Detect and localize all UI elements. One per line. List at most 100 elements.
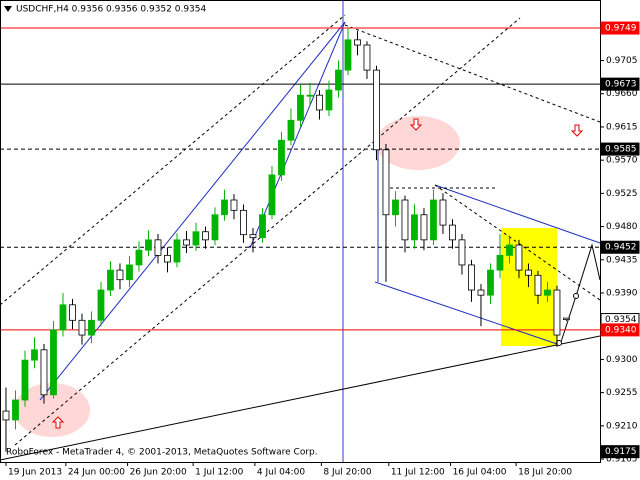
arrows: [51, 118, 584, 429]
level-label: 0.9175: [605, 447, 637, 457]
y-tick-label: 0.9390: [606, 288, 638, 298]
candle-body: [97, 289, 105, 321]
level-label: 0.9749: [605, 24, 637, 34]
candle-body: [458, 239, 466, 266]
candle-body: [382, 149, 390, 216]
candle-body: [344, 39, 352, 71]
level-box: [600, 240, 640, 254]
candle-body: [335, 69, 342, 91]
candle-body: [439, 199, 447, 226]
candle-body: [116, 269, 124, 281]
candle-body: [468, 264, 475, 291]
candle-body: [268, 174, 276, 216]
x-tick-label: 11 Jul 12:00: [391, 468, 445, 478]
candle-body: [21, 359, 29, 401]
y-tick-label: 0.9525: [606, 189, 638, 199]
candle-body: [297, 94, 304, 121]
y-tick-label: 0.9300: [606, 355, 638, 365]
candle-body: [12, 399, 19, 421]
x-tick-label: 8 Jul 20:00: [323, 468, 372, 478]
copyright: RoboForex - MetaTrader 4, © 2001-2013, M…: [6, 448, 318, 458]
level-box: [600, 323, 640, 337]
up-arrow: [51, 416, 65, 429]
candle-body: [325, 89, 333, 111]
level-box: [600, 445, 640, 459]
candle-body: [59, 304, 67, 331]
y-tick-label: 0.9255: [606, 388, 638, 398]
candle-body: [259, 214, 266, 239]
y-tick-label: 0.9435: [606, 255, 638, 265]
candle-body: [173, 239, 181, 263]
candle-body: [287, 119, 295, 141]
x-tick-label: 26 Jun 20:00: [130, 468, 187, 478]
x-tick-label: 18 Jul 20:00: [518, 468, 572, 478]
candle-body: [78, 319, 86, 336]
y-tick-label: 0.9165: [606, 455, 638, 465]
candle-body: [126, 264, 133, 281]
candle-body: [354, 39, 361, 46]
x-tick-label: 1 Jul 12:00: [195, 468, 244, 478]
candle-body: [420, 214, 428, 241]
y-tick-label: 0.9660: [606, 89, 638, 99]
candle-body: [563, 317, 570, 320]
y-tick-label: 0.9705: [606, 56, 638, 66]
level-label: 0.9673: [605, 80, 637, 90]
candle-body: [145, 239, 152, 251]
forecast-path: [559, 243, 601, 346]
trend-line: [0, 335, 601, 461]
highlight-zone: [376, 116, 460, 170]
candle-body: [506, 244, 513, 256]
plot-frame: [0, 0, 601, 463]
trend-line: [434, 184, 601, 244]
y-tick-label: 0.9210: [606, 421, 638, 431]
candle-body: [534, 274, 542, 296]
candle-body: [211, 214, 219, 241]
level-label: 0.9585: [605, 145, 637, 155]
plot-area: [0, 27, 600, 452]
level-label: 0.9340: [605, 325, 637, 335]
forecast-point: [573, 293, 579, 299]
candle-body: [192, 231, 200, 246]
highlight-zone: [14, 383, 90, 437]
candle-body: [69, 304, 76, 321]
x-tick-label: 19 Jun 2013: [8, 468, 62, 478]
down-arrow: [409, 118, 423, 131]
candle-body: [430, 199, 437, 241]
x-tick-label: 16 Jul 04:00: [453, 468, 507, 478]
y-tick-label: 0.9615: [606, 122, 638, 132]
title-icon: [4, 6, 12, 12]
candle-body: [363, 44, 371, 71]
y-tick-label: 0.9480: [606, 222, 638, 232]
candle-body: [221, 199, 228, 216]
candle-body: [525, 269, 532, 276]
channel-line: [14, 17, 521, 446]
candle-body: [553, 289, 561, 336]
candle-body: [135, 249, 143, 266]
candle-body: [392, 199, 399, 216]
trend-line: [374, 281, 561, 346]
candle-body: [544, 289, 551, 296]
candle-body: [411, 214, 418, 241]
chart-title: USDCHF,H4 0.9356 0.9356 0.9352 0.9354: [16, 5, 206, 15]
level-box: [600, 77, 640, 91]
level-box: [600, 21, 640, 35]
trend-line: [249, 21, 346, 249]
candle-body: [278, 139, 285, 176]
candle-body: [107, 269, 114, 291]
candle-body: [306, 94, 314, 97]
candle-body: [401, 199, 409, 241]
candle-body: [373, 69, 380, 151]
candle-body: [496, 254, 504, 271]
candle-body: [249, 234, 257, 239]
level-box: [600, 142, 640, 156]
candle-body: [2, 410, 10, 421]
level-label: 0.9354: [605, 315, 637, 325]
down-arrow: [570, 124, 584, 137]
candle-body: [477, 289, 485, 296]
y-tick-label: 0.9570: [606, 156, 638, 166]
candle-body: [154, 239, 162, 256]
candle-body: [230, 199, 238, 211]
candle-body: [88, 319, 95, 336]
candle-body: [164, 254, 171, 263]
